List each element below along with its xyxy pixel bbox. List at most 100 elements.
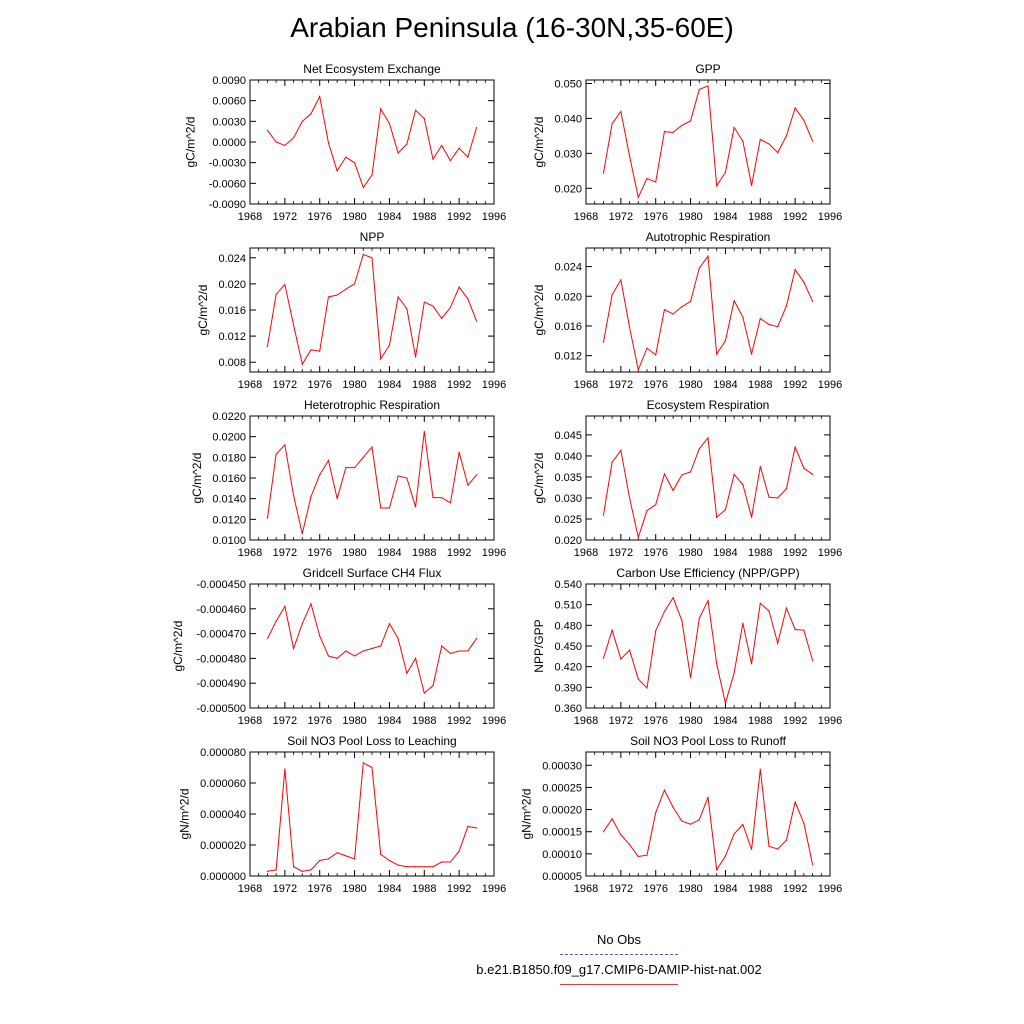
y-tick-label: -0.0030 [209,158,246,170]
data-point [310,113,312,115]
data-point [284,605,286,607]
data-point [663,473,666,475]
x-tick-label: 1988 [748,379,772,391]
data-point [414,109,417,111]
data-point [628,155,631,157]
x-tick-label: 1984 [377,547,401,559]
data-point [458,650,460,652]
data-point [716,869,718,871]
x-tick-label: 1996 [482,547,506,559]
data-point [449,652,452,655]
x-tick-label: 1980 [678,547,702,559]
y-tick-label: 0.040 [554,451,582,463]
x-tick-label: 1980 [342,715,366,727]
x-tick-label: 1968 [574,211,598,223]
data-point [759,317,761,320]
data-point [620,834,622,836]
data-point [733,126,735,129]
panel-title: Carbon Use Efficiency (NPP/GPP) [616,566,799,580]
data-point [777,642,779,644]
data-point [414,657,417,660]
data-point [742,316,744,318]
x-tick-label: 1968 [574,547,598,559]
panel-title: Soil NO3 Pool Loss to Runoff [630,734,787,748]
x-tick-label: 1980 [342,211,366,223]
data-point [266,517,269,519]
x-tick-label: 1968 [238,883,262,895]
x-tick-label: 1988 [412,715,436,727]
x-tick-label: 1976 [643,883,667,895]
x-tick-label: 1984 [713,715,737,727]
data-point [301,120,303,122]
y-tick-label: 0.020 [554,535,582,547]
data-point [414,506,417,508]
data-point [327,655,330,657]
data-point [716,516,718,518]
x-tick-label: 1972 [609,379,633,391]
x-tick-label: 1980 [342,379,366,391]
data-point [371,647,373,650]
y-tick-label: 0.420 [554,662,582,674]
data-point [380,645,382,647]
data-point [475,637,478,640]
data-point [301,363,303,365]
data-point [803,629,805,631]
y-axis-label: gC/m^2/d [196,285,210,336]
x-tick-label: 1996 [818,883,842,895]
data-point [284,768,286,770]
data-point [414,866,417,868]
y-tick-label: 0.050 [554,78,582,90]
x-tick-label: 1968 [238,211,262,223]
data-point [414,356,417,358]
x-tick-label: 1976 [307,211,331,223]
data-point [432,866,434,868]
y-tick-label: 0.016 [218,305,246,317]
y-tick-label: 0.0090 [212,75,246,87]
y-tick-label: 0.0060 [212,96,246,108]
data-point [620,449,622,452]
y-axis-label: gC/m^2/d [532,117,546,168]
data-point [646,177,648,180]
data-point [811,473,814,476]
data-point [681,619,683,622]
y-tick-label: 0.030 [554,493,582,505]
data-point [716,663,718,665]
data-point [310,349,312,351]
data-point [388,507,391,509]
panel-title: Soil NO3 Pool Loss to Leaching [287,734,456,748]
x-tick-label: 1984 [713,211,737,223]
x-tick-label: 1996 [818,379,842,391]
data-point [785,305,788,307]
data-point [336,852,338,854]
data-point [362,762,364,764]
x-tick-label: 1972 [273,883,297,895]
data-point [785,135,788,137]
y-tick-label: 0.020 [218,279,246,291]
data-point [750,516,753,518]
data-point [371,174,373,176]
data-point [362,650,364,652]
data-point [362,186,364,189]
y-tick-label: 0.024 [554,262,582,274]
data-point [345,156,347,158]
x-tick-label: 1984 [377,883,401,895]
x-tick-label: 1976 [307,379,331,391]
x-tick-label: 1976 [643,715,667,727]
data-point [759,465,761,468]
data-point [345,855,347,857]
x-tick-label: 1996 [482,715,506,727]
y-tick-label: 0.0100 [212,535,246,547]
y-tick-label: -0.000480 [196,653,246,665]
data-point [663,131,666,133]
data-point [768,496,770,498]
x-tick-label: 1996 [818,547,842,559]
data-point [380,853,382,855]
data-point [759,602,761,604]
data-point [432,497,434,499]
data-point [733,672,735,674]
data-point [646,854,648,856]
